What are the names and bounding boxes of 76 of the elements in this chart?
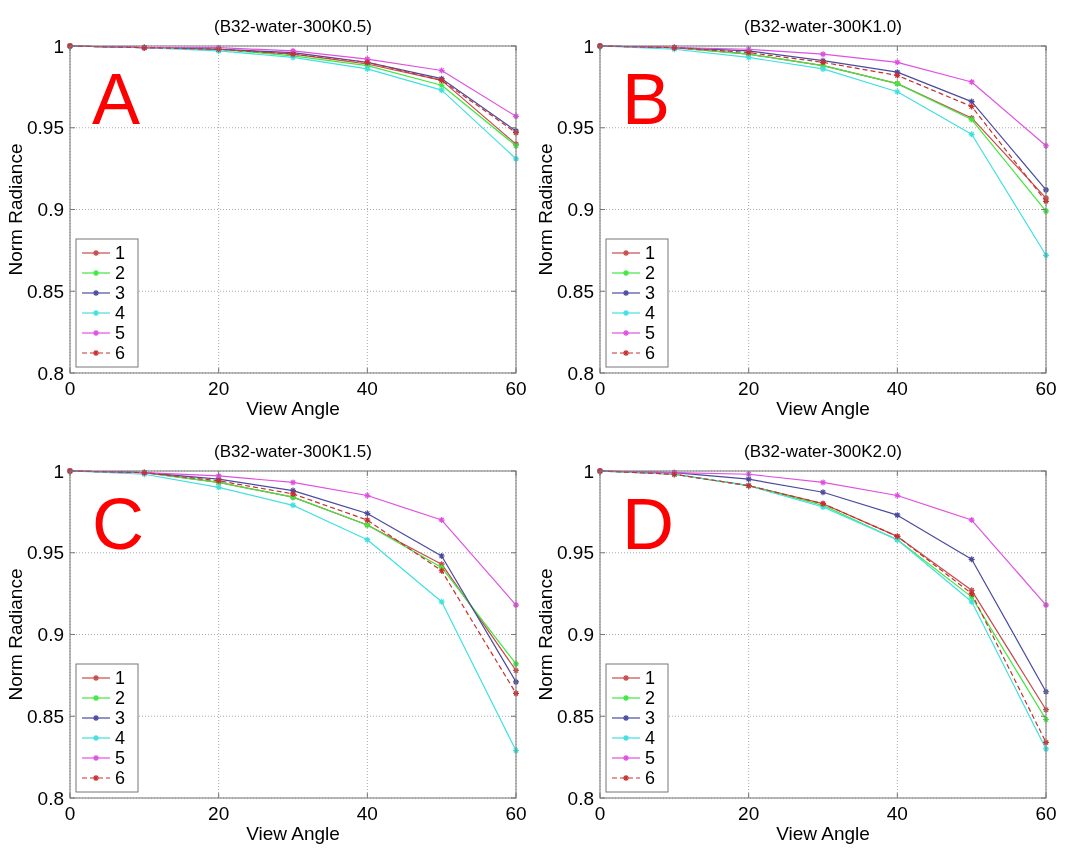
y-tick-label: 0.9 (567, 199, 594, 221)
y-tick-label: 0.85 (557, 705, 594, 727)
chart-title: (B32-water-300K1.5) (214, 442, 372, 461)
x-tick-label: 20 (208, 803, 230, 824)
x-tick-label: 60 (505, 378, 527, 399)
x-axis-title: View Angle (246, 823, 340, 844)
y-tick-label: 0.85 (27, 705, 64, 727)
y-tick-label: 0.95 (557, 542, 594, 564)
x-tick-label: 40 (356, 803, 378, 824)
y-tick-label: 0.95 (557, 117, 594, 139)
x-tick-label: 20 (738, 378, 760, 399)
legend-label: 3 (115, 708, 126, 729)
y-tick-label: 0.9 (567, 624, 594, 646)
x-tick-label: 40 (356, 378, 378, 399)
y-tick-label: 1 (583, 460, 594, 482)
legend-label: 5 (115, 748, 126, 769)
legend-label: 3 (645, 283, 656, 304)
legend-label: 3 (115, 283, 126, 304)
legend-label: 2 (115, 263, 126, 284)
y-tick-label: 0.8 (37, 362, 64, 384)
x-axis-title: View Angle (776, 823, 870, 844)
y-axis-title: Norm Radiance (5, 143, 26, 276)
x-tick-label: 40 (886, 803, 908, 824)
annotation: B (622, 59, 671, 139)
x-axis-title: View Angle (246, 398, 340, 419)
x-tick-label: 40 (886, 378, 908, 399)
legend-label: 1 (115, 668, 126, 689)
x-axis-title: View Angle (776, 398, 870, 419)
x-tick-label: 0 (594, 803, 606, 824)
legend-label: 2 (645, 263, 656, 284)
x-tick-label: 60 (505, 803, 527, 824)
legend-label: 1 (645, 243, 656, 264)
y-tick-label: 0.95 (27, 117, 64, 139)
y-tick-label: 0.9 (37, 199, 64, 221)
legend-label: 4 (645, 303, 656, 324)
legend-label: 4 (645, 728, 656, 749)
legend-label: 5 (115, 323, 126, 344)
legend-label: 5 (645, 748, 656, 769)
legend-label: 6 (645, 768, 656, 789)
legend-label: 6 (645, 343, 656, 364)
x-tick-label: 60 (1035, 378, 1057, 399)
y-tick-label: 1 (53, 35, 64, 57)
legend-label: 6 (115, 768, 126, 789)
chart-title: (B32-water-300K1.0) (744, 17, 902, 36)
annotation: D (622, 484, 674, 564)
x-tick-label: 20 (208, 378, 230, 399)
y-tick-label: 0.9 (37, 624, 64, 646)
legend-label: 1 (645, 668, 656, 689)
legend-label: 6 (115, 343, 126, 364)
y-tick-label: 0.85 (27, 280, 64, 302)
legend-label: 1 (115, 243, 126, 264)
annotation: C (92, 484, 144, 564)
x-tick-label: 20 (738, 803, 760, 824)
chart-title: (B32-water-300K2.0) (744, 442, 902, 461)
legend-label: 2 (645, 688, 656, 709)
y-tick-label: 1 (583, 35, 594, 57)
legend-label: 4 (115, 303, 126, 324)
y-tick-label: 0.85 (557, 280, 594, 302)
chart-title: (B32-water-300K0.5) (214, 17, 372, 36)
y-axis-title: Norm Radiance (535, 143, 556, 276)
legend-label: 5 (645, 323, 656, 344)
x-tick-label: 0 (64, 378, 76, 399)
y-tick-label: 0.95 (27, 542, 64, 564)
annotation: A (92, 59, 141, 139)
y-axis-title: Norm Radiance (535, 568, 556, 701)
legend-label: 2 (115, 688, 126, 709)
y-tick-label: 0.8 (567, 362, 594, 384)
x-tick-label: 0 (594, 378, 606, 399)
x-tick-label: 60 (1035, 803, 1057, 824)
y-tick-label: 0.8 (37, 787, 64, 809)
y-tick-label: 0.8 (567, 787, 594, 809)
legend-label: 3 (645, 708, 656, 729)
x-tick-label: 0 (64, 803, 76, 824)
legend-label: 4 (115, 728, 126, 749)
y-tick-label: 1 (53, 460, 64, 482)
y-axis-title: Norm Radiance (5, 568, 26, 701)
